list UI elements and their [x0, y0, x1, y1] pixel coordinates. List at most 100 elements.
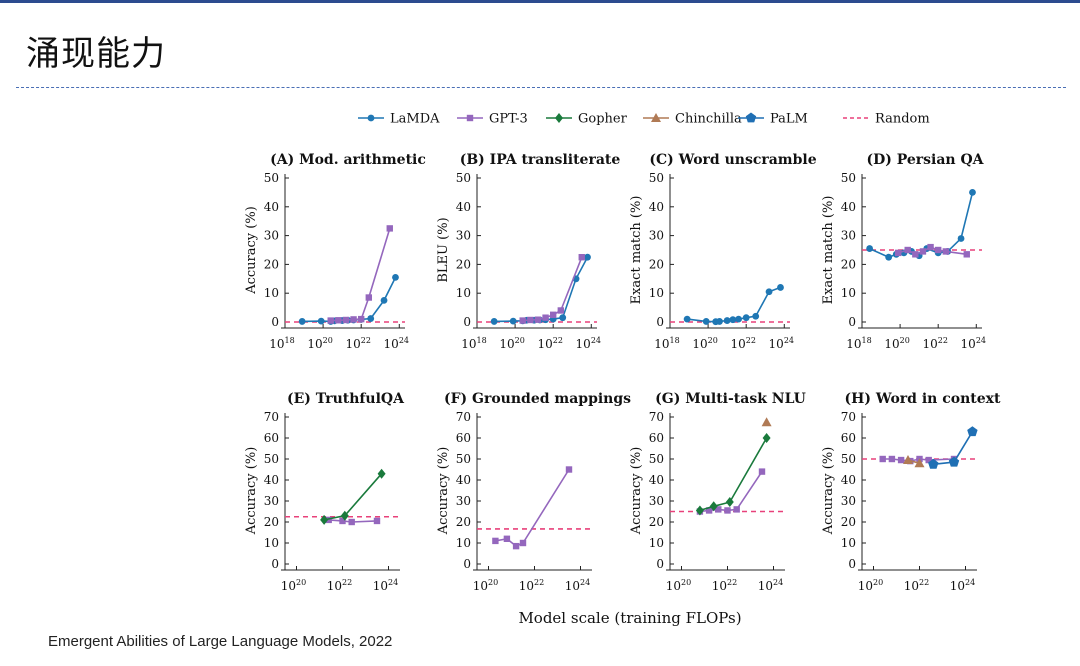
data-point: [492, 537, 499, 545]
y-axis-label: Accuracy (%): [436, 447, 451, 536]
y-tick-label: 30: [841, 229, 856, 243]
data-point: [903, 455, 913, 465]
legend-label: Gopher: [578, 112, 628, 127]
data-point: [357, 315, 365, 323]
x-tick-label: 1024: [961, 336, 986, 351]
y-tick-label: 20: [649, 515, 664, 529]
x-tick-label: 1020: [473, 578, 498, 593]
y-tick-label: 30: [264, 494, 279, 508]
y-tick-label: 20: [456, 257, 471, 271]
x-tick-label: 1020: [858, 578, 883, 593]
series-gpt-3: [894, 243, 970, 258]
data-point: [729, 316, 737, 324]
x-tick-label: 1020: [307, 336, 332, 351]
title-divider: [16, 87, 1066, 88]
data-point: [752, 312, 760, 320]
x-tick-label: 1022: [712, 578, 737, 593]
legend-marker: [555, 113, 563, 123]
y-tick-label: 0: [848, 315, 856, 329]
y-tick-label: 60: [264, 431, 279, 445]
legend-marker: [745, 112, 757, 123]
x-tick-label: 1020: [499, 336, 524, 351]
chart-title: (H) Word in context: [845, 391, 1001, 407]
legend-item-chinchilla: Chinchilla: [643, 112, 742, 127]
chart-panel-f: (F) Grounded mappings0102030405060701020…: [436, 391, 631, 593]
data-point: [919, 248, 927, 255]
legend-item-gpt-3: GPT-3: [457, 112, 528, 127]
y-tick-label: 10: [841, 536, 856, 550]
data-point: [723, 317, 731, 324]
y-tick-label: 60: [649, 431, 664, 445]
legend-marker: [367, 114, 375, 122]
series-line: [323, 473, 383, 521]
series-line: [328, 519, 378, 523]
x-tick-label: 1020: [666, 578, 691, 593]
data-point: [709, 501, 718, 512]
data-point: [716, 318, 723, 325]
data-point: [914, 458, 925, 468]
y-axis-label: Exact match (%): [821, 196, 836, 305]
x-tick-label: 1024: [373, 578, 398, 593]
y-tick-label: 40: [841, 200, 856, 214]
legend-label: LaMDA: [390, 112, 440, 127]
y-tick-label: 10: [649, 286, 664, 300]
series-lamda: [683, 284, 784, 326]
y-tick-label: 10: [841, 286, 856, 300]
x-tick-label: 1020: [281, 578, 306, 593]
x-tick-label: 1024: [565, 578, 590, 593]
y-tick-label: 50: [264, 452, 279, 466]
data-point: [490, 318, 498, 325]
data-point: [724, 507, 731, 514]
data-point: [317, 317, 325, 325]
legend-marker: [466, 114, 474, 122]
series-gpt-3: [325, 516, 381, 526]
x-tick-label: 1018: [654, 336, 679, 351]
y-tick-label: 10: [264, 286, 279, 300]
y-tick-label: 70: [649, 410, 664, 424]
data-point: [733, 506, 740, 513]
y-tick-label: 70: [264, 410, 279, 424]
data-point: [725, 497, 734, 508]
legend-label: Chinchilla: [675, 112, 742, 127]
y-tick-label: 60: [841, 431, 856, 445]
data-point: [904, 246, 911, 254]
x-tick-label: 1018: [846, 336, 871, 351]
data-point: [927, 243, 934, 251]
data-point: [967, 426, 978, 437]
chart-title: (D) Persian QA: [866, 152, 984, 168]
y-axis-label: Accuracy (%): [244, 447, 259, 536]
x-tick-label: 1024: [576, 336, 601, 351]
series-lamda: [490, 253, 591, 325]
y-tick-label: 30: [456, 494, 471, 508]
y-axis-label: Accuracy (%): [244, 206, 259, 295]
data-point: [340, 510, 349, 521]
x-tick-label: 1020: [884, 336, 909, 351]
data-point: [373, 517, 381, 525]
series-gopher: [695, 433, 771, 516]
x-tick-label: 1022: [345, 336, 370, 351]
data-point: [928, 458, 939, 469]
data-point: [948, 456, 960, 467]
data-point: [695, 505, 704, 516]
data-point: [705, 507, 713, 514]
y-tick-label: 40: [456, 473, 471, 487]
data-point: [380, 297, 388, 304]
data-point: [934, 246, 942, 254]
data-point: [565, 466, 573, 473]
data-point: [559, 314, 567, 322]
data-point: [392, 273, 399, 281]
data-point: [365, 294, 373, 301]
data-point: [367, 315, 375, 322]
data-point: [509, 317, 517, 325]
data-point: [715, 506, 722, 513]
y-tick-label: 10: [456, 536, 471, 550]
data-point: [339, 517, 346, 525]
data-point: [777, 284, 784, 291]
data-point: [512, 542, 520, 550]
top-accent-bar: [0, 0, 1080, 3]
y-tick-label: 50: [841, 452, 856, 466]
